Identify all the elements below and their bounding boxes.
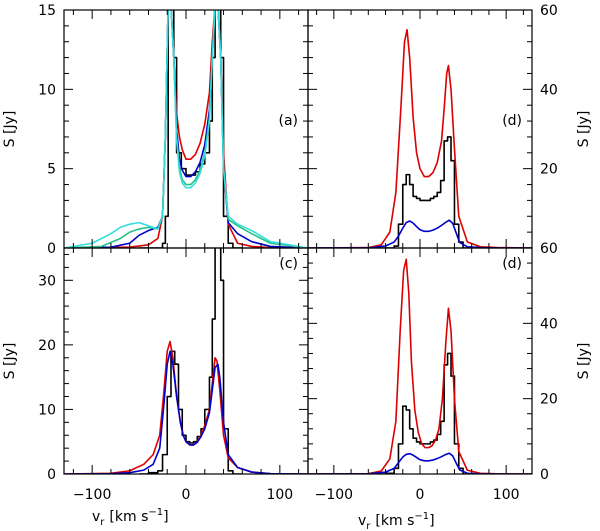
x-tick-label: 0 <box>182 487 191 503</box>
y-axis-label: S [Jy] <box>576 343 592 380</box>
y-tick-label: 40 <box>540 316 558 332</box>
series-model-blue <box>64 350 308 474</box>
x-tick-label: 0 <box>416 487 425 503</box>
plot-area <box>308 258 532 474</box>
y-axis-label: S [Jy] <box>2 343 18 380</box>
y-tick-label: 20 <box>38 338 56 354</box>
y-tick-label: 60 <box>540 241 558 257</box>
series-observed <box>376 352 472 474</box>
plot-area <box>64 248 308 474</box>
tick-labels: 0 20 40 60 −100 0 100 <box>315 241 558 503</box>
y-tick-label: 0 <box>47 241 56 257</box>
panel-d: 0 20 40 60 −100 0 100 (d) S [Jy] <box>307 241 592 503</box>
series-model-blue <box>308 219 532 248</box>
series-model-green <box>64 10 308 248</box>
x-axis-label-left: vr [km s−1] <box>92 507 169 528</box>
y-tick-label: 10 <box>38 402 56 418</box>
y-tick-label: 5 <box>47 162 56 178</box>
plot-frame <box>307 9 533 249</box>
series-model-red <box>308 29 532 248</box>
plot-area <box>308 29 532 248</box>
y-tick-label: 15 <box>38 3 56 19</box>
panel-label: (a) <box>278 113 298 129</box>
y-tick-label: 20 <box>540 392 558 408</box>
y-tick-label: 10 <box>38 82 56 98</box>
y-tick-label: 40 <box>540 82 558 98</box>
y-tick-label: 0 <box>540 467 549 483</box>
series-observed <box>139 248 243 474</box>
series-model-cyan <box>64 10 308 248</box>
axis-ticks <box>64 248 308 475</box>
tick-labels: 20 40 60 <box>540 3 558 178</box>
series-model-red <box>64 340 308 474</box>
x-tick-label: 100 <box>266 487 293 503</box>
series-model-blue <box>64 10 308 248</box>
panel-c: 0 10 20 30 −100 0 100 (c) S [Jy] <box>2 247 309 503</box>
series-model-red <box>64 10 308 248</box>
axis-ticks <box>308 9 532 249</box>
panel-label: (d) <box>502 256 522 272</box>
y-tick-label: 20 <box>540 162 558 178</box>
plot-area <box>64 10 308 248</box>
plot-frame <box>63 9 309 249</box>
tick-labels: 0 5 10 15 <box>38 3 56 257</box>
panel-b: 20 40 60 (d) S [Jy] <box>307 3 592 249</box>
axis-ticks <box>64 9 308 249</box>
x-tick-label: −100 <box>73 487 111 503</box>
panel-label: (d) <box>502 113 522 129</box>
tick-labels: 0 10 20 30 −100 0 100 <box>38 273 293 503</box>
y-tick-label: 0 <box>47 467 56 483</box>
y-tick-label: 60 <box>540 3 558 19</box>
series-model-red <box>308 258 532 474</box>
axis-ticks <box>308 247 532 475</box>
series-model-blue <box>308 452 532 474</box>
y-tick-label: 30 <box>38 273 56 289</box>
series-observed <box>376 136 472 248</box>
y-axis-label: S [Jy] <box>2 111 18 148</box>
x-tick-label: 100 <box>493 487 520 503</box>
x-axis-label-right: vr [km s−1] <box>358 511 435 531</box>
panel-a: 0 5 10 15 (a) S [Jy] <box>2 3 309 257</box>
x-tick-label: −100 <box>315 487 353 503</box>
y-axis-label: S [Jy] <box>576 111 592 148</box>
panel-label: (c) <box>279 256 298 272</box>
